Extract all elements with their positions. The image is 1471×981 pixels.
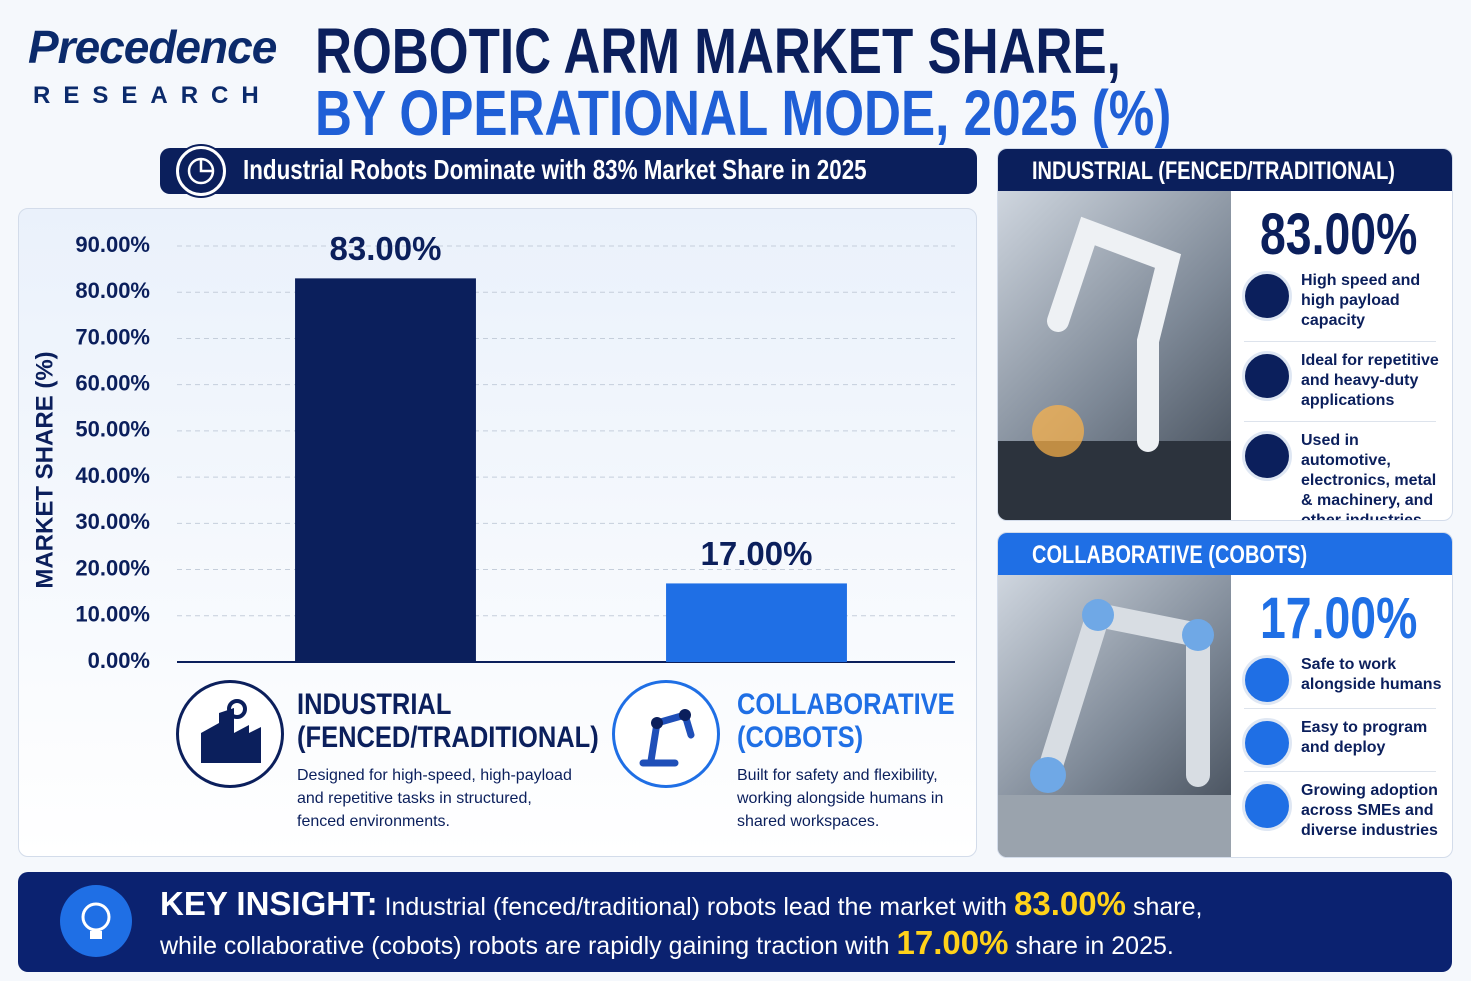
category-icon — [612, 680, 720, 788]
panel-header — [998, 149, 1452, 191]
machine-base — [998, 441, 1231, 520]
bar — [295, 278, 476, 662]
y-tick-label: 0.00% — [88, 648, 150, 673]
insight-text: share in 2025. — [1015, 932, 1174, 960]
robot-arm — [1036, 601, 1210, 787]
joint — [1082, 599, 1114, 631]
insight-highlight: 83.00% — [1014, 885, 1126, 922]
table — [998, 795, 1231, 857]
feature-text: Ideal for repetitive and heavy-duty appl… — [1301, 352, 1439, 409]
feature-separator — [1244, 341, 1436, 342]
category-title: INDUSTRIAL (FENCED/TRADITIONAL) — [297, 688, 599, 754]
factory-icon — [201, 699, 261, 763]
key-insight-bar — [18, 872, 1452, 972]
key-insight-label: KEY INSIGHT: — [160, 885, 378, 922]
y-tick-label: 10.00% — [75, 602, 150, 627]
category-description: Designed for high-speed, high-payload an… — [297, 767, 572, 830]
feature-text: Easy to program and deploy — [1301, 719, 1428, 756]
panel-heading: INDUSTRIAL (FENCED/TRADITIONAL) — [1032, 157, 1395, 185]
feature-icon — [1242, 351, 1292, 401]
feature-icon — [1242, 781, 1292, 831]
insight-highlight: 17.00% — [896, 924, 1009, 961]
y-tick-label: 60.00% — [75, 370, 150, 395]
robot-illustration — [998, 216, 1231, 520]
joint — [1030, 757, 1066, 793]
panel-value: 17.00% — [1260, 586, 1418, 651]
chart: 0.00% 10.00% 20.00% 30.00% 40.00% 50.00% 60.00… — [31, 230, 955, 673]
feature-text: Safe to work alongside humans — [1301, 656, 1442, 693]
bulb-icon — [60, 885, 132, 957]
value-label: 83.00% — [330, 230, 442, 267]
feature-separator — [1244, 771, 1436, 772]
title-line-1: ROBOTIC ARM MARKET SHARE, — [315, 15, 1121, 87]
icon-shape — [227, 699, 247, 719]
category-description: Built for safety and flexibility, workin… — [737, 767, 944, 830]
y-tick-label: 90.00% — [75, 232, 150, 257]
robot-illustration — [998, 599, 1231, 857]
y-tick-label: 30.00% — [75, 509, 150, 534]
logo-name: Precedence — [28, 21, 277, 73]
feature-icon — [1242, 271, 1292, 321]
y-tick-label: 70.00% — [75, 324, 150, 349]
insight-text: Industrial (fenced/traditional) robots l… — [384, 893, 1008, 921]
icon-shape — [639, 710, 695, 767]
icon-shape — [651, 717, 663, 729]
robot-arm — [1047, 216, 1182, 452]
category-title: COLLABORATIVE (COBOTS) — [737, 688, 955, 754]
bar — [666, 583, 847, 662]
key-insight-text: KEY INSIGHT: Industrial (fenced/traditio… — [160, 886, 1202, 964]
robot-photo — [998, 191, 1231, 520]
sparks — [1032, 405, 1084, 457]
banner-text: Industrial Robots Dominate with 83% Mark… — [243, 154, 867, 185]
bulb-svg — [81, 902, 111, 939]
y-tick-label: 80.00% — [75, 278, 150, 303]
y-tick-label: 40.00% — [75, 463, 150, 488]
feature-text: High speed and high payload capacity — [1301, 272, 1421, 329]
banner — [160, 148, 977, 194]
panel-value: 83.00% — [1260, 202, 1418, 267]
side-panel: INDUSTRIAL (FENCED/TRADITIONAL) 83.00% H… — [997, 148, 1453, 521]
feature-icon — [1242, 431, 1292, 481]
title-line-2: BY OPERATIONAL MODE, 2025 (%) — [315, 77, 1172, 149]
icon-shape — [201, 708, 261, 763]
pie-icon — [187, 157, 215, 185]
panel-heading: COLLABORATIVE (COBOTS) — [1032, 541, 1308, 569]
panel-header — [998, 533, 1452, 575]
feature-icon — [1242, 655, 1292, 705]
banner-icon — [176, 146, 226, 196]
y-tick-label: 20.00% — [75, 555, 150, 580]
insight-text: while collaborative (cobots) robots are … — [160, 932, 890, 960]
joint — [1182, 619, 1214, 651]
y-axis-label: MARKET SHARE (%) — [31, 351, 58, 588]
cobot-icon — [639, 709, 695, 767]
icon-shape — [199, 159, 213, 173]
feature-text: Used in automotive, electronics, metal &… — [1301, 432, 1437, 521]
feature-separator — [1244, 708, 1436, 709]
y-tick-label: 50.00% — [75, 417, 150, 442]
feature-separator — [1244, 421, 1436, 422]
icon-shape — [90, 931, 102, 939]
robot-photo — [998, 575, 1231, 857]
feature-icon — [1242, 718, 1292, 768]
insight-text: share, — [1132, 893, 1203, 921]
logo-tagline: RESEARCH — [33, 82, 272, 109]
side-panel: COLLABORATIVE (COBOTS) 17.00% Safe to wo… — [997, 532, 1453, 858]
feature-text: Growing adoption across SMEs and diverse… — [1301, 782, 1438, 839]
icon-shape — [81, 902, 111, 932]
category-icon — [176, 680, 284, 788]
value-label: 17.00% — [701, 535, 813, 572]
icon-shape — [679, 709, 691, 721]
